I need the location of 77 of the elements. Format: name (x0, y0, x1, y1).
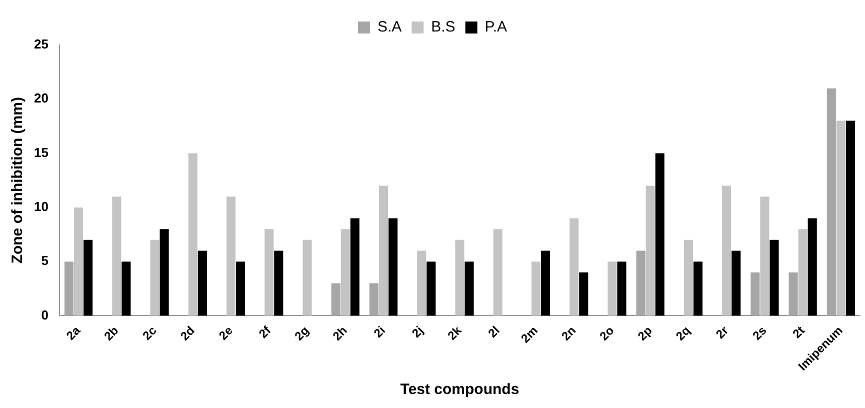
bar (646, 186, 655, 316)
bar (732, 250, 741, 316)
x-tick-label: 2k (444, 323, 464, 343)
x-tick-label: 2h (330, 323, 350, 344)
bar (388, 218, 398, 316)
bar (540, 250, 550, 316)
x-tick-label: 2m (518, 323, 540, 346)
y-tick-label: 15 (34, 144, 48, 160)
bar (274, 250, 284, 316)
bar (188, 153, 198, 316)
bar (770, 240, 779, 316)
bar (74, 207, 84, 316)
bar (331, 283, 340, 316)
bar (788, 272, 798, 316)
x-tick-label: 2n (558, 323, 579, 344)
x-tick-label: 2j (409, 323, 426, 340)
bar (122, 262, 131, 316)
y-axis-title: Zone of inhibition (mm) (9, 97, 26, 264)
bar (570, 218, 579, 316)
bar (826, 88, 836, 316)
bar (369, 283, 378, 316)
x-tick-label: 2r (713, 323, 732, 342)
bar (236, 262, 246, 316)
bar (531, 262, 540, 316)
legend-label: S.A (377, 18, 402, 36)
x-tick-label: 2l (485, 323, 502, 340)
legend-label: B.S (431, 18, 456, 36)
bar (84, 240, 93, 316)
bar (426, 262, 436, 316)
bar (693, 262, 703, 316)
legend-label: P.A (484, 18, 508, 36)
x-tick-label: 2g (292, 323, 312, 344)
bar (455, 240, 464, 316)
x-tick-label: 2o (596, 323, 617, 344)
bar (608, 262, 617, 316)
y-tick-label: 25 (34, 36, 48, 52)
bar (760, 196, 770, 316)
bar (264, 229, 274, 316)
y-tick-label: 5 (41, 253, 48, 268)
bar (417, 250, 426, 316)
bar (798, 229, 808, 316)
x-tick-label: 2c (140, 323, 160, 343)
bar (579, 272, 588, 316)
x-tick-label: 2i (370, 323, 388, 340)
bar (112, 196, 122, 316)
bar (846, 120, 855, 316)
y-tick-label: 20 (34, 90, 48, 106)
x-tick-label: 2e (216, 323, 236, 343)
x-tick-label: 2a (64, 323, 84, 343)
bar (378, 186, 388, 316)
x-tick-label: 2d (178, 323, 198, 344)
bar (808, 218, 817, 316)
bar (340, 229, 350, 316)
bar (636, 250, 646, 316)
bar (684, 240, 693, 316)
bar (750, 272, 760, 316)
x-tick-label: 2p (634, 323, 655, 344)
y-tick-label: 10 (34, 199, 48, 214)
bar (64, 262, 74, 316)
x-tick-label: 2s (750, 323, 770, 343)
y-tick-label: 0 (41, 307, 48, 322)
bar (226, 196, 236, 316)
bar (617, 262, 626, 316)
bar (493, 229, 502, 316)
bar (198, 250, 207, 316)
x-axis-title: Test compounds (400, 381, 520, 398)
bar (350, 218, 360, 316)
x-tick-label: 2q (673, 323, 693, 344)
x-tick-label: 2f (256, 322, 274, 341)
x-tick-label: 2b (101, 323, 122, 344)
bar (150, 240, 160, 316)
bar (836, 120, 846, 316)
bar (464, 262, 474, 316)
bar (655, 153, 664, 316)
bar (160, 229, 169, 316)
bar (302, 240, 312, 316)
bar (722, 186, 732, 316)
